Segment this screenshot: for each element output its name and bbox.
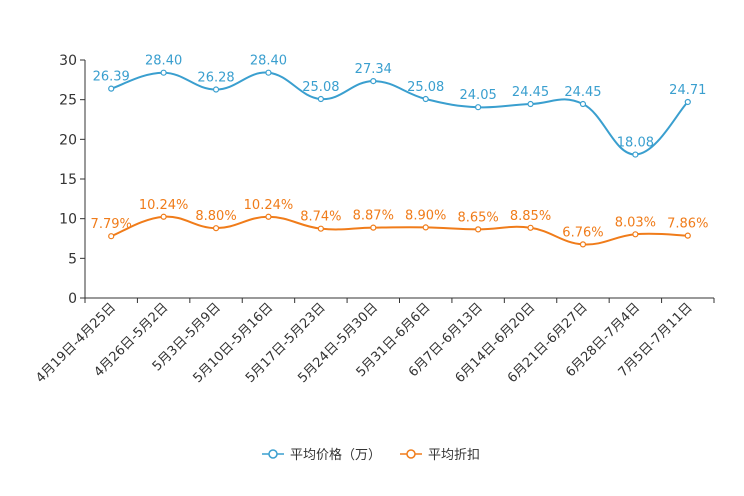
data-label: 26.28 <box>197 71 234 86</box>
data-label: 27.34 <box>355 62 392 77</box>
data-point[interactable] <box>422 95 429 103</box>
legend[interactable]: 平均价格（万） 平均折扣 <box>262 447 480 463</box>
legend-label: 平均价格（万） <box>290 447 381 463</box>
data-label: 8.90% <box>405 208 446 223</box>
data-point[interactable] <box>212 86 220 93</box>
data-label: 8.65% <box>457 210 498 225</box>
data-point[interactable] <box>212 225 220 232</box>
data-label: 24.45 <box>512 85 549 100</box>
data-point[interactable] <box>370 78 377 85</box>
series-line-2[interactable] <box>110 215 688 246</box>
legend-marker <box>406 449 416 459</box>
legend-label: 平均折扣 <box>428 448 480 463</box>
data-point[interactable] <box>527 224 534 231</box>
data-point[interactable] <box>108 233 115 240</box>
data-point[interactable] <box>265 69 272 76</box>
y-tick-label: 5 <box>68 251 77 267</box>
data-point[interactable] <box>632 151 639 158</box>
y-tick-label: 15 <box>59 172 77 188</box>
data-label: 26.39 <box>93 70 130 85</box>
y-tick-label: 0 <box>68 291 77 307</box>
data-point[interactable] <box>370 224 377 231</box>
data-label: 18.08 <box>617 136 654 151</box>
data-point[interactable] <box>475 104 482 111</box>
data-label: 28.40 <box>250 54 287 69</box>
data-point[interactable] <box>160 69 167 76</box>
y-tick-label: 20 <box>59 132 77 148</box>
data-label: 8.03% <box>615 215 656 230</box>
data-point[interactable] <box>527 100 534 108</box>
data-label: 8.80% <box>195 209 236 224</box>
data-point[interactable] <box>108 85 115 92</box>
legend-item-2[interactable]: 平均折扣 <box>400 448 480 463</box>
legend-item-1[interactable]: 平均价格（万） <box>262 447 381 463</box>
data-point[interactable] <box>265 213 272 220</box>
data-point[interactable] <box>160 213 167 220</box>
data-label: 10.24% <box>139 198 189 213</box>
data-label: 8.87% <box>353 209 394 224</box>
data-point[interactable] <box>632 231 639 238</box>
y-tick-label: 25 <box>59 93 77 109</box>
data-label: 24.71 <box>669 83 706 98</box>
data-label: 8.85% <box>510 209 551 224</box>
data-point[interactable] <box>317 95 324 103</box>
data-point[interactable] <box>317 225 324 232</box>
y-tick-label: 10 <box>59 212 77 228</box>
data-label: 24.45 <box>564 85 601 100</box>
data-label: 28.40 <box>145 54 182 69</box>
data-label: 7.79% <box>91 217 132 232</box>
y-tick-label: 30 <box>59 53 77 69</box>
data-label: 10.24% <box>244 198 294 213</box>
data-point[interactable] <box>579 241 587 248</box>
data-label: 25.08 <box>407 80 444 95</box>
data-point[interactable] <box>422 224 429 231</box>
data-point[interactable] <box>684 232 691 239</box>
data-label: 8.74% <box>300 210 341 225</box>
data-point[interactable] <box>475 226 482 233</box>
data-label: 6.76% <box>562 225 603 240</box>
series-group <box>108 69 691 248</box>
data-label: 24.05 <box>460 88 497 103</box>
data-label: 25.08 <box>302 80 339 95</box>
data-labels: 26.39 28.40 26.28 28.40 25.08 27.34 25.08 24.05… <box>91 54 709 241</box>
data-point[interactable] <box>579 100 587 108</box>
data-label: 7.86% <box>667 217 708 232</box>
legend-marker <box>268 449 278 459</box>
data-point[interactable] <box>684 98 691 106</box>
